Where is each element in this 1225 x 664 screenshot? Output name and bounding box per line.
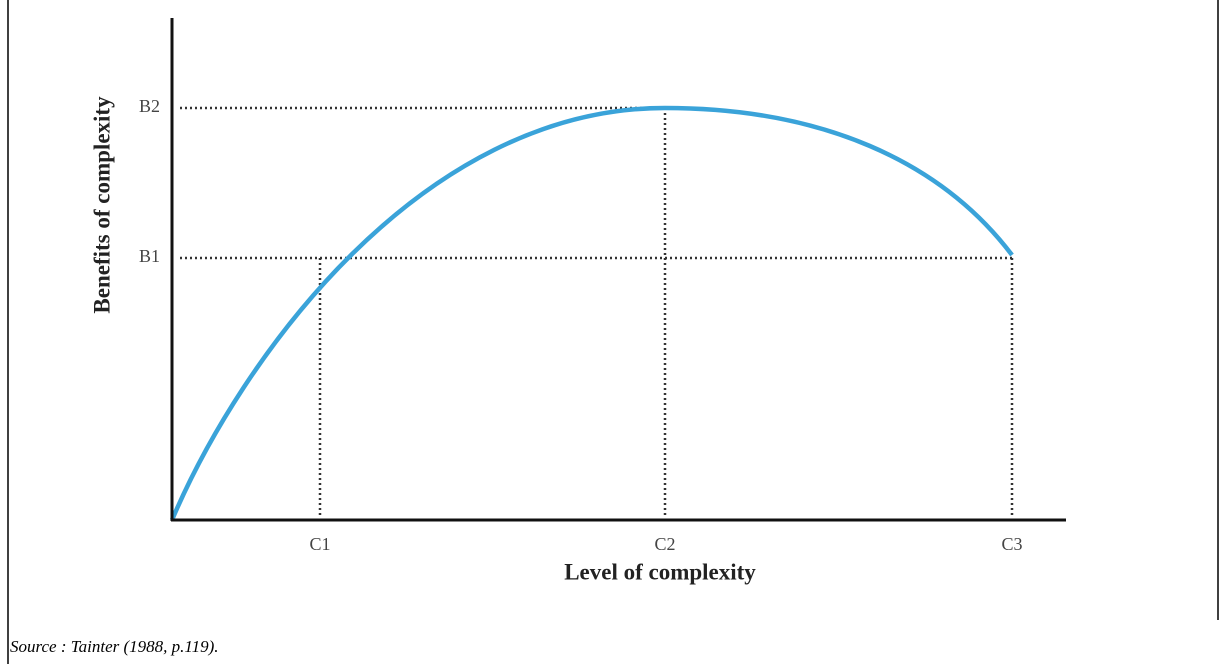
- x-axis-title: Level of complexity: [564, 559, 756, 584]
- curve: [169, 105, 1014, 521]
- y-label: B2: [139, 96, 160, 116]
- y-axis-title: Benefits of complexity: [89, 96, 114, 314]
- x-label: C2: [654, 534, 675, 554]
- x-label: C1: [309, 534, 330, 554]
- y-label: B1: [139, 246, 160, 266]
- source: Source : Tainter (1988, p.119).: [10, 637, 219, 656]
- x-label: C3: [1001, 534, 1022, 554]
